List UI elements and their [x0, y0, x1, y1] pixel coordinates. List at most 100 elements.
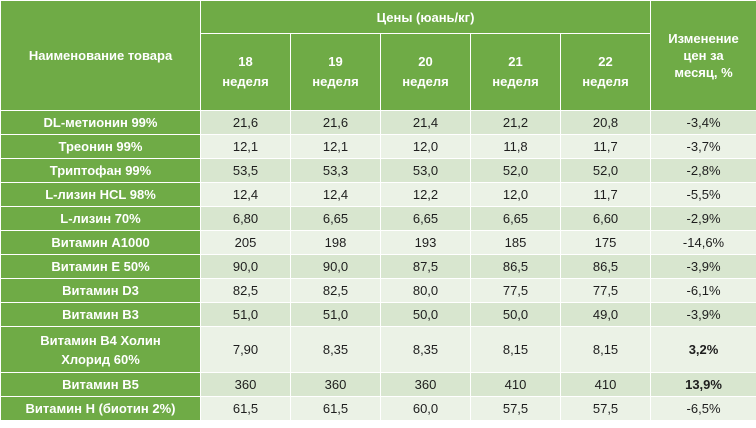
header-row-1: Наименование товара Цены (юань/кг) Измен… [0, 0, 756, 111]
price-week-19: 360 [290, 372, 381, 397]
table-row: Витамин В5 360 360 360 410 410 13,9% [0, 372, 756, 397]
product-name: L-лизин 70% [0, 206, 201, 231]
price-week-19: 21,6 [290, 110, 381, 135]
header-row-2: 18 неделя 19 неделя 20 неделя 21 неделя 22 не… [1, 33, 756, 111]
table-row: Витамин D3 82,5 82,5 80,0 77,5 77,5 -6,1… [0, 278, 756, 303]
price-week-20: 8,35 [380, 326, 471, 373]
price-week-22: 8,15 [559, 326, 652, 373]
product-name: Витамин В3 [0, 302, 201, 327]
price-week-18: 82,5 [200, 278, 291, 303]
price-week-20: 12,0 [380, 134, 471, 159]
price-week-21: 86,5 [470, 254, 561, 279]
change-header-line3: месяц, % [674, 65, 733, 80]
price-week-20: 80,0 [380, 278, 471, 303]
table-row: Триптофан 99% 53,5 53,3 53,0 52,0 52,0 -… [0, 158, 756, 183]
product-name: Витамин В4 Холин Хлорид 60% [0, 326, 201, 373]
table-row: Витамин В3 51,0 51,0 50,0 50,0 49,0 -3,9… [0, 302, 756, 327]
price-week-21: 50,0 [470, 302, 561, 327]
price-week-20: 360 [380, 372, 471, 397]
product-name-line1: Витамин В4 Холин [40, 332, 161, 348]
week-number: 20 [418, 54, 433, 69]
price-week-20: 6,65 [380, 206, 471, 231]
price-week-19: 90,0 [290, 254, 381, 279]
product-name: L-лизин HCL 98% [0, 182, 201, 207]
column-header-week-18: 18 неделя [200, 33, 291, 111]
price-week-19: 12,1 [290, 134, 381, 159]
week-number: 22 [598, 54, 613, 69]
price-week-22: 77,5 [559, 278, 652, 303]
price-week-21: 8,15 [470, 326, 561, 373]
price-week-22: 410 [559, 372, 652, 397]
week-label: неделя [582, 74, 629, 89]
week-label: неделя [492, 74, 539, 89]
price-week-18: 61,5 [200, 396, 291, 421]
price-week-20: 87,5 [380, 254, 471, 279]
price-change: -6,5% [650, 396, 756, 421]
price-week-22: 11,7 [559, 134, 652, 159]
price-week-22: 11,7 [559, 182, 652, 207]
price-week-20: 12,2 [380, 182, 471, 207]
price-week-22: 20,8 [559, 110, 652, 135]
price-week-19: 198 [290, 230, 381, 255]
column-header-week-22: 22 неделя [559, 33, 652, 111]
week-number: 19 [328, 54, 343, 69]
price-week-19: 12,4 [290, 182, 381, 207]
column-header-week-19: 19 неделя [290, 33, 381, 111]
price-change: -5,5% [650, 182, 756, 207]
price-week-19: 51,0 [290, 302, 381, 327]
price-week-21: 410 [470, 372, 561, 397]
product-name: DL-метионин 99% [0, 110, 201, 135]
column-header-name: Наименование товара [0, 0, 201, 111]
price-week-18: 6,80 [200, 206, 291, 231]
product-name: Витамин D3 [0, 278, 201, 303]
table-row: Треонин 99% 12,1 12,1 12,0 11,8 11,7 -3,… [0, 134, 756, 159]
price-change: -6,1% [650, 278, 756, 303]
table-row: Витамин Е 50% 90,0 90,0 87,5 86,5 86,5 -… [0, 254, 756, 279]
table-row: L-лизин 70% 6,80 6,65 6,65 6,65 6,60 -2,… [0, 206, 756, 231]
price-week-19: 6,65 [290, 206, 381, 231]
price-week-19: 53,3 [290, 158, 381, 183]
price-week-22: 6,60 [559, 206, 652, 231]
table-row: Витамин Н (биотин 2%) 61,5 61,5 60,0 57,… [0, 396, 756, 421]
table-row: DL-метионин 99% 21,6 21,6 21,4 21,2 20,8… [0, 110, 756, 135]
product-name: Витамин Н (биотин 2%) [0, 396, 201, 421]
price-week-18: 12,4 [200, 182, 291, 207]
price-week-21: 52,0 [470, 158, 561, 183]
price-change: -3,9% [650, 254, 756, 279]
price-week-22: 49,0 [559, 302, 652, 327]
week-label: неделя [402, 74, 449, 89]
table-row: Витамин В4 Холин Хлорид 60% 7,90 8,35 8,… [0, 326, 756, 373]
product-name: Триптофан 99% [0, 158, 201, 183]
week-number: 21 [508, 54, 523, 69]
price-week-18: 21,6 [200, 110, 291, 135]
price-week-21: 12,0 [470, 182, 561, 207]
price-week-21: 6,65 [470, 206, 561, 231]
price-week-18: 51,0 [200, 302, 291, 327]
product-name-line2: Хлорид 60% [61, 351, 140, 367]
price-week-20: 193 [380, 230, 471, 255]
change-header-line1: Изменение [668, 31, 739, 46]
column-header-week-20: 20 неделя [380, 33, 471, 111]
price-change: -3,4% [650, 110, 756, 135]
price-week-22: 175 [559, 230, 652, 255]
column-header-change: Изменение цен за месяц, % [650, 0, 756, 111]
price-change: -3,9% [650, 302, 756, 327]
price-week-20: 53,0 [380, 158, 471, 183]
product-name: Витамин А1000 [0, 230, 201, 255]
table-row: L-лизин HCL 98% 12,4 12,4 12,2 12,0 11,7… [0, 182, 756, 207]
price-week-19: 8,35 [290, 326, 381, 373]
price-week-18: 12,1 [200, 134, 291, 159]
price-week-18: 360 [200, 372, 291, 397]
price-week-19: 61,5 [290, 396, 381, 421]
price-week-18: 53,5 [200, 158, 291, 183]
price-change: 13,9% [650, 372, 756, 397]
price-week-22: 52,0 [559, 158, 652, 183]
change-header-line2: цен за [683, 48, 724, 63]
price-change: -14,6% [650, 230, 756, 255]
week-label: неделя [312, 74, 359, 89]
column-header-week-21: 21 неделя [470, 33, 561, 111]
price-week-21: 77,5 [470, 278, 561, 303]
price-week-21: 185 [470, 230, 561, 255]
price-week-20: 60,0 [380, 396, 471, 421]
price-week-18: 7,90 [200, 326, 291, 373]
